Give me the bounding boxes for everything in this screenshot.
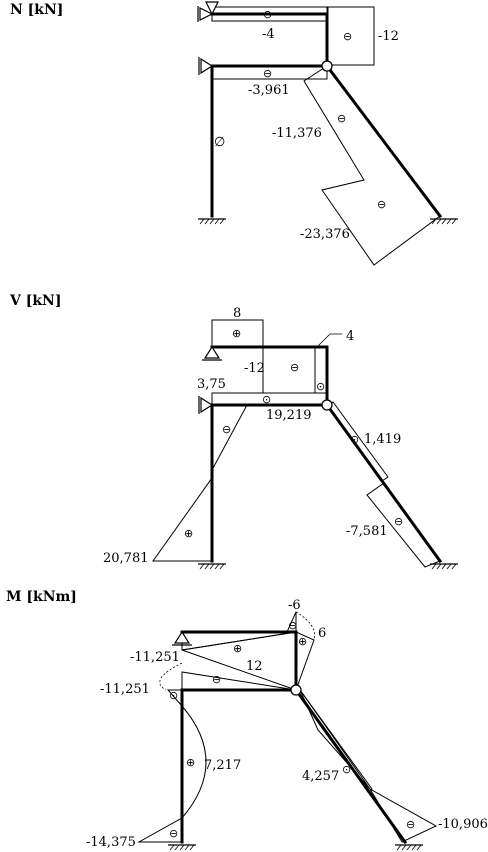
dot-icon: ⊙ bbox=[169, 689, 178, 702]
v-hinge-icon bbox=[321, 399, 333, 411]
n-diag-lower-label: -23,376 bbox=[300, 227, 350, 242]
panel-bending-moment: M [kNm] ⊕ 12 ⊖ -6 ⊕ 6 ⊖ -11,251 -11,251 … bbox=[6, 589, 488, 851]
m-diag-mid-label: 4,257 bbox=[302, 769, 339, 784]
minus-icon: ⊖ bbox=[343, 30, 352, 43]
v-column-upper-area bbox=[211, 404, 248, 471]
v-roller-top-icon bbox=[202, 345, 222, 361]
panel-v-title: V [kN] bbox=[9, 293, 61, 309]
minus-icon: ⊖ bbox=[263, 67, 272, 80]
m-top-mid-label: 12 bbox=[246, 659, 263, 674]
dot-icon: ⊙ bbox=[316, 380, 325, 393]
plus-icon: ⊕ bbox=[233, 642, 242, 655]
minus-icon: ⊖ bbox=[406, 818, 415, 831]
n-diag-upper-label: -11,376 bbox=[272, 126, 322, 141]
dot-icon: ⊙ bbox=[262, 393, 271, 406]
plus-icon: ⊕ bbox=[184, 527, 193, 540]
n-roller-top-icon bbox=[197, 1, 219, 22]
minus-icon: ⊖ bbox=[290, 361, 299, 374]
panel-n-title: N [kN] bbox=[10, 2, 63, 18]
v-post-leader bbox=[317, 333, 342, 347]
minus-icon: ⊖ bbox=[394, 515, 403, 528]
dot-icon: ⊙ bbox=[350, 433, 359, 446]
n-ground-left-icon bbox=[197, 218, 227, 225]
m-diag-lower-area bbox=[368, 787, 438, 843]
n-top-beam-label: -4 bbox=[262, 27, 275, 42]
v-frame-diagonal bbox=[324, 402, 443, 564]
m-top-right-label: 6 bbox=[318, 626, 326, 641]
m-frame-beams bbox=[180, 630, 298, 692]
n-frame-beams bbox=[210, 12, 329, 68]
m-ground-left-icon bbox=[167, 844, 197, 851]
panel-shear-force: V [kN] ⊕ 8 ⊖ -12 ⊙ 4 ⊙ 3,75 19,219 ⊖ ⊕ 2… bbox=[9, 293, 459, 570]
m-ground-right-icon bbox=[394, 844, 424, 851]
m-mid-beam-area bbox=[181, 671, 297, 691]
minus-icon: ⊖ bbox=[377, 198, 386, 211]
plus-icon: ⊕ bbox=[186, 756, 195, 769]
v-frame-beams bbox=[210, 345, 329, 407]
v-post-right-label: 4 bbox=[346, 329, 354, 344]
minus-icon: ⊖ bbox=[212, 673, 221, 686]
v-column-base-label: 20,781 bbox=[103, 551, 149, 566]
m-column-base-label: -14,375 bbox=[86, 835, 136, 850]
v-top-beam-neg-area bbox=[262, 346, 316, 394]
m-column-mid-label: 7,217 bbox=[204, 758, 241, 773]
v-ground-left-icon bbox=[197, 563, 227, 570]
m-roller-top-icon bbox=[172, 630, 192, 646]
v-top-beam-label: 8 bbox=[233, 306, 241, 321]
minus-icon: ⊖ bbox=[337, 112, 346, 125]
m-column-mid-area bbox=[181, 704, 207, 820]
minus-icon: ⊖ bbox=[169, 827, 178, 840]
v-diag-lower-label: -7,581 bbox=[346, 524, 388, 539]
m-diag-end-label: -10,906 bbox=[438, 817, 488, 832]
n-hinge-icon bbox=[321, 60, 333, 72]
dot-icon: ⊙ bbox=[342, 763, 351, 776]
v-roller-mid-icon bbox=[198, 396, 214, 414]
minus-icon: ⊖ bbox=[288, 619, 297, 632]
plus-icon: ⊕ bbox=[232, 327, 241, 340]
n-frame-diagonal bbox=[324, 63, 443, 219]
m-hinge-icon bbox=[290, 684, 302, 696]
v-post-left-label: -12 bbox=[244, 361, 265, 376]
v-column-lower-area bbox=[152, 476, 213, 562]
n-right-post-label: -12 bbox=[378, 29, 399, 44]
m-top-peak-label: -6 bbox=[288, 598, 301, 613]
panel-normal-force: N [kN] ⊖ -4 ⊖ -12 ⊖ -3,961 ⊖ ⊖ -11,376 -… bbox=[10, 1, 459, 266]
n-roller-mid-icon bbox=[198, 57, 214, 75]
m-top-peak-curve bbox=[295, 611, 315, 641]
v-mid-beam-right-label: 19,219 bbox=[266, 408, 312, 423]
v-mid-beam-left-label: 3,75 bbox=[197, 377, 226, 392]
n-left-column-label: ∅ bbox=[214, 135, 225, 150]
v-ground-right-icon bbox=[429, 563, 459, 570]
m-frame-diagonal bbox=[293, 687, 408, 845]
m-left-joint-label: -11,251 bbox=[100, 682, 150, 697]
minus-icon: ⊖ bbox=[222, 423, 231, 436]
m-left-upper-label: -11,251 bbox=[130, 650, 180, 665]
v-diag-upper-label: 1,419 bbox=[364, 432, 401, 447]
m-left-curve bbox=[159, 662, 183, 691]
plus-icon: ⊕ bbox=[298, 635, 307, 648]
n-mid-beam-label: -3,961 bbox=[248, 83, 290, 98]
panel-m-title: M [kNm] bbox=[6, 589, 77, 605]
